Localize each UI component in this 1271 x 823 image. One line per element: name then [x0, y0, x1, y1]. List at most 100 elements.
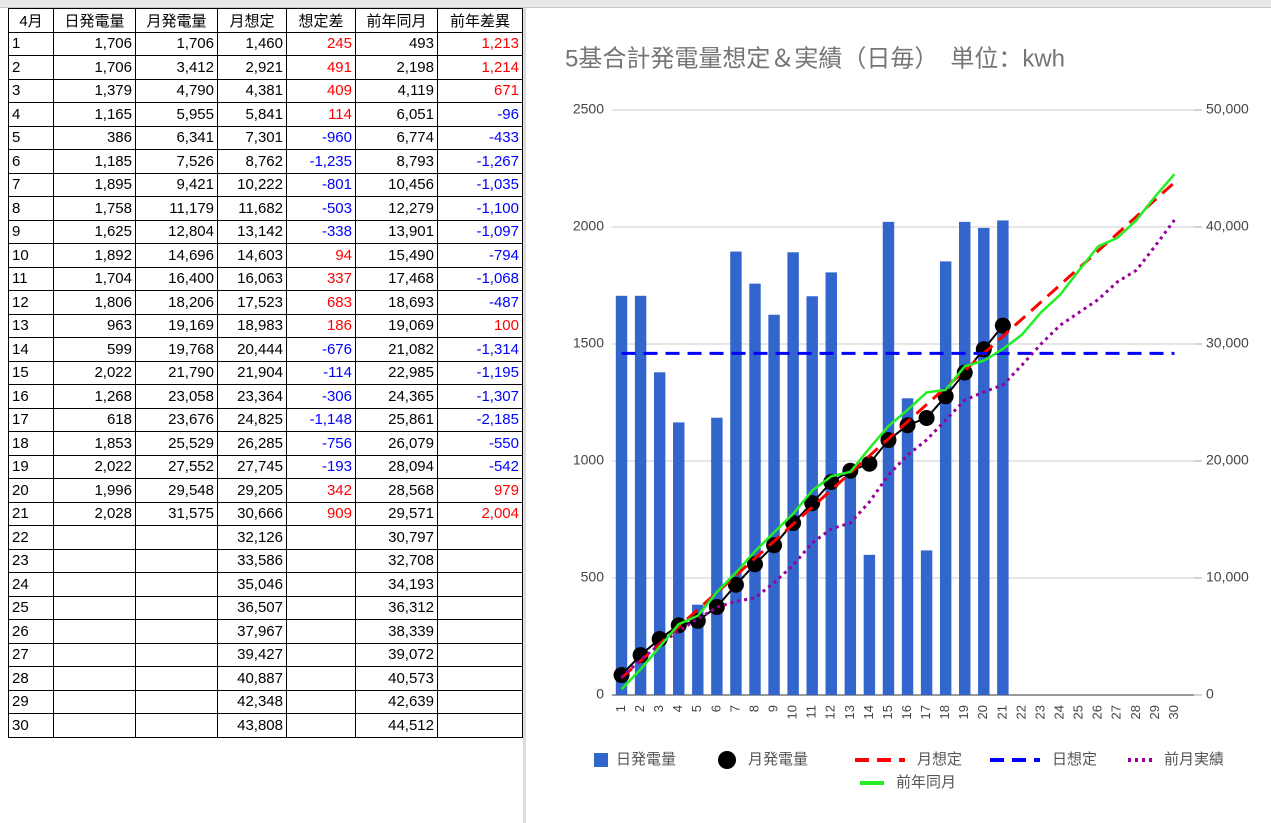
cell[interactable]: 40,887 — [217, 666, 287, 691]
cell[interactable]: 17,468 — [355, 266, 438, 291]
cell[interactable] — [286, 572, 356, 597]
cell[interactable]: 5,841 — [217, 102, 287, 127]
cell[interactable]: 4月 — [8, 8, 54, 33]
cell[interactable]: 6,051 — [355, 102, 438, 127]
cell[interactable]: 15 — [8, 360, 54, 385]
cell[interactable]: 6,774 — [355, 125, 438, 150]
cell[interactable] — [135, 525, 218, 550]
cell[interactable]: -306 — [286, 384, 356, 409]
cell[interactable]: 386 — [53, 125, 136, 150]
cell[interactable]: 18,206 — [135, 290, 218, 315]
cell[interactable]: 19,768 — [135, 337, 218, 362]
cell[interactable] — [437, 595, 523, 620]
cell[interactable]: 23,364 — [217, 384, 287, 409]
cell[interactable] — [135, 666, 218, 691]
cell[interactable]: 32,708 — [355, 548, 438, 573]
cell[interactable]: 2,022 — [53, 454, 136, 479]
cell[interactable]: 963 — [53, 313, 136, 338]
cell[interactable]: 17,523 — [217, 290, 287, 315]
cell[interactable]: 11 — [8, 266, 54, 291]
cell[interactable]: 19,169 — [135, 313, 218, 338]
cell[interactable] — [286, 713, 356, 738]
cell[interactable]: 909 — [286, 501, 356, 526]
cell[interactable]: 29 — [8, 689, 54, 714]
cell[interactable] — [135, 642, 218, 667]
cell[interactable]: 1,704 — [53, 266, 136, 291]
cell[interactable]: 32,126 — [217, 525, 287, 550]
cell[interactable]: 16,063 — [217, 266, 287, 291]
cell[interactable]: 42,639 — [355, 689, 438, 714]
cell[interactable]: 671 — [437, 78, 523, 103]
cell[interactable]: 27 — [8, 642, 54, 667]
cell[interactable]: 29,571 — [355, 501, 438, 526]
cell[interactable]: 1,706 — [53, 55, 136, 80]
cell[interactable]: 25,529 — [135, 431, 218, 456]
cell[interactable]: 18,983 — [217, 313, 287, 338]
cell[interactable]: 28,094 — [355, 454, 438, 479]
cell[interactable]: 2,198 — [355, 55, 438, 80]
cell[interactable]: 13 — [8, 313, 54, 338]
cell[interactable]: 100 — [437, 313, 523, 338]
cell[interactable] — [286, 666, 356, 691]
cell[interactable]: 10 — [8, 243, 54, 268]
cell[interactable]: 27,745 — [217, 454, 287, 479]
cell[interactable]: 38,339 — [355, 619, 438, 644]
cell[interactable]: 1,996 — [53, 478, 136, 503]
cell[interactable]: 23,058 — [135, 384, 218, 409]
cell[interactable]: -960 — [286, 125, 356, 150]
cell[interactable]: 8,793 — [355, 149, 438, 174]
cell[interactable]: 30,797 — [355, 525, 438, 550]
cell[interactable]: 8 — [8, 196, 54, 221]
cell[interactable]: -1,148 — [286, 407, 356, 432]
cell[interactable]: 16 — [8, 384, 54, 409]
cell[interactable]: 23,676 — [135, 407, 218, 432]
cell[interactable]: 13,901 — [355, 219, 438, 244]
cell[interactable]: 18,693 — [355, 290, 438, 315]
cell[interactable]: 186 — [286, 313, 356, 338]
cell[interactable]: 日発電量 — [53, 8, 136, 33]
cell[interactable]: -542 — [437, 454, 523, 479]
cell[interactable]: 39,072 — [355, 642, 438, 667]
cell[interactable]: 12,279 — [355, 196, 438, 221]
cell[interactable]: 27,552 — [135, 454, 218, 479]
cell[interactable]: 14,603 — [217, 243, 287, 268]
cell[interactable]: -1,068 — [437, 266, 523, 291]
cell[interactable]: 前年差異 — [437, 8, 523, 33]
cell[interactable]: 21,082 — [355, 337, 438, 362]
cell[interactable]: -1,235 — [286, 149, 356, 174]
cell[interactable]: 21,904 — [217, 360, 287, 385]
cell[interactable]: -550 — [437, 431, 523, 456]
cell[interactable]: 8,762 — [217, 149, 287, 174]
cell[interactable]: 20 — [8, 478, 54, 503]
cell[interactable]: 1,758 — [53, 196, 136, 221]
cell[interactable]: 491 — [286, 55, 356, 80]
cell[interactable]: -503 — [286, 196, 356, 221]
cell[interactable]: 29,548 — [135, 478, 218, 503]
cell[interactable]: 月発電量 — [135, 8, 218, 33]
cell[interactable]: 4,381 — [217, 78, 287, 103]
cell[interactable]: 19 — [8, 454, 54, 479]
cell[interactable]: 13,142 — [217, 219, 287, 244]
cell[interactable]: 10,456 — [355, 172, 438, 197]
cell[interactable]: 21,790 — [135, 360, 218, 385]
cell[interactable]: 1,853 — [53, 431, 136, 456]
cell[interactable]: 3,412 — [135, 55, 218, 80]
cell[interactable]: 1 — [8, 31, 54, 56]
cell[interactable]: 22 — [8, 525, 54, 550]
cell[interactable] — [437, 548, 523, 573]
cell[interactable]: -338 — [286, 219, 356, 244]
cell[interactable] — [286, 548, 356, 573]
cell[interactable]: 979 — [437, 478, 523, 503]
cell[interactable]: 245 — [286, 31, 356, 56]
cell[interactable]: -756 — [286, 431, 356, 456]
cell[interactable]: 599 — [53, 337, 136, 362]
cell[interactable]: 43,808 — [217, 713, 287, 738]
cell[interactable]: 14,696 — [135, 243, 218, 268]
cell[interactable]: 前年同月 — [355, 8, 438, 33]
cell[interactable]: 16,400 — [135, 266, 218, 291]
cell[interactable]: -1,307 — [437, 384, 523, 409]
cell[interactable]: 3 — [8, 78, 54, 103]
cell[interactable]: 44,512 — [355, 713, 438, 738]
cell[interactable]: 33,586 — [217, 548, 287, 573]
cell[interactable]: -794 — [437, 243, 523, 268]
